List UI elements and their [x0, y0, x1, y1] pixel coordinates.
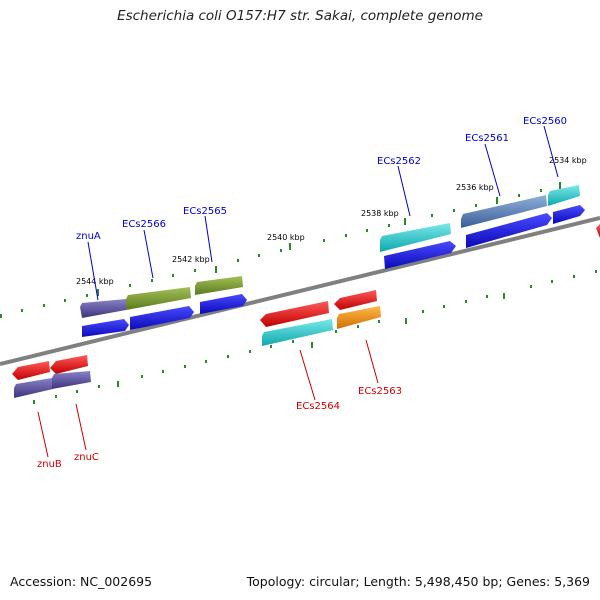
cds-offscreen-right[interactable] [596, 224, 600, 238]
gene-ECs2563[interactable] [337, 306, 381, 329]
lower-tick-track [33, 270, 597, 404]
scale-label-2534: 2534 kbp [549, 156, 587, 165]
upper-tick-track [0, 182, 561, 318]
scale-label-2540: 2540 kbp [267, 233, 305, 242]
label-ECs2564: ECs2564 [296, 401, 340, 412]
gene-znuC[interactable] [52, 371, 91, 389]
cds-ECs2565[interactable] [200, 294, 247, 314]
scale-label-2542: 2542 kbp [172, 255, 210, 264]
label-ECs2566: ECs2566 [122, 219, 166, 230]
label-ECs2563: ECs2563 [358, 386, 402, 397]
genome-backbone [0, 216, 600, 366]
top-gene-row [80, 185, 580, 318]
genome-summary-text: Topology: circular; Length: 5,498,450 bp… [246, 574, 590, 589]
cds-ECs2562[interactable] [384, 241, 456, 269]
label-ECs2561: ECs2561 [465, 133, 509, 144]
scale-label-2538: 2538 kbp [361, 209, 399, 218]
label-ECs2565: ECs2565 [183, 206, 227, 217]
scale-label-2536: 2536 kbp [456, 183, 494, 192]
label-znuC: znuC [74, 452, 99, 463]
cds-ECs2564[interactable] [260, 301, 329, 327]
label-znuB: znuB [37, 459, 62, 470]
cds-ECs2560[interactable] [553, 205, 585, 224]
gene-ECs2566[interactable] [126, 287, 191, 310]
cds-znuB[interactable] [12, 361, 50, 380]
label-znuA: znuA [76, 231, 101, 242]
gene-ECs2561[interactable] [461, 195, 547, 228]
bottom-gene-row [12, 290, 381, 398]
cds-ECs2566[interactable] [130, 306, 194, 330]
gene-ECs2560[interactable] [548, 185, 580, 206]
map-title: Escherichia coli O157:H7 str. Sakai, com… [117, 8, 483, 24]
top-cds-row [82, 205, 600, 337]
gene-znuA[interactable] [80, 299, 126, 318]
label-ECs2562: ECs2562 [377, 156, 421, 167]
cds-znuA[interactable] [82, 319, 129, 337]
cds-ECs2561[interactable] [466, 213, 552, 248]
gene-ECs2565[interactable] [195, 276, 243, 295]
top-leader-lines [87, 125, 559, 301]
gene-znuB[interactable] [14, 378, 53, 398]
bottom-leader-lines [37, 339, 379, 458]
accession-text: Accession: NC_002695 [10, 574, 153, 589]
label-ECs2560: ECs2560 [523, 116, 567, 127]
cds-znuC[interactable] [50, 355, 88, 374]
gene-ECs2564[interactable] [262, 319, 333, 346]
cds-ECs2563[interactable] [334, 290, 377, 310]
gene-ECs2562[interactable] [380, 223, 451, 252]
